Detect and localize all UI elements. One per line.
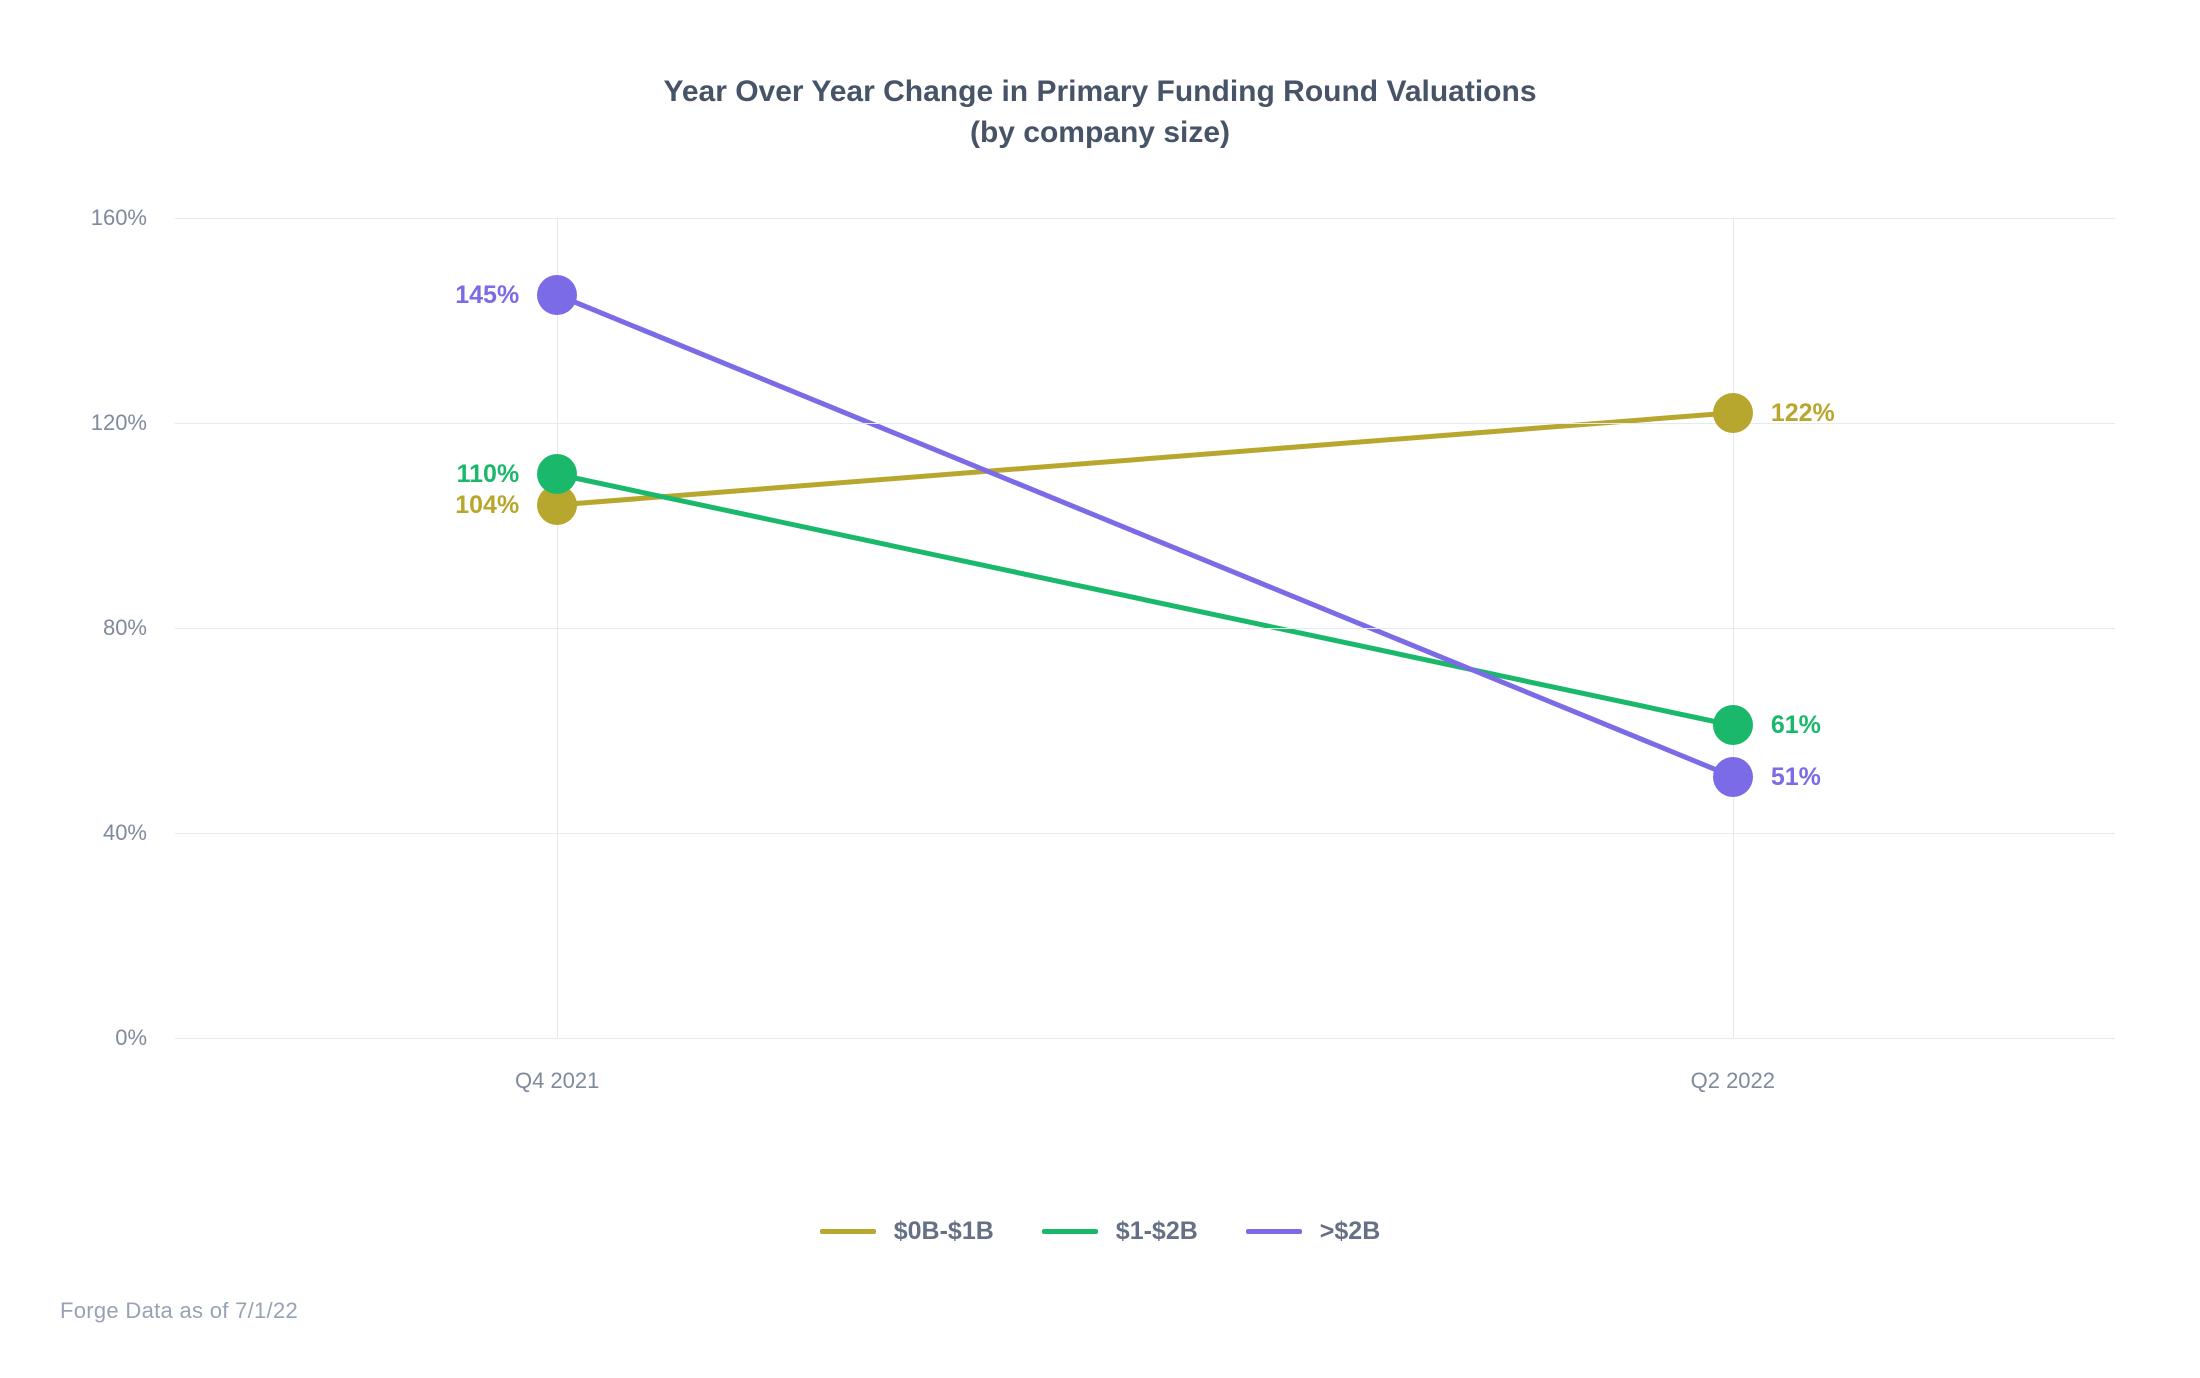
- legend-item: $1-$2B: [1042, 1217, 1198, 1246]
- x-axis-label: Q2 2022: [1691, 1068, 1775, 1094]
- title-line-1: Year Over Year Change in Primary Funding…: [0, 72, 2200, 113]
- y-axis-label: 80%: [103, 615, 147, 641]
- point-label: 110%: [457, 460, 520, 489]
- gridline-v: [1733, 218, 1734, 1038]
- point-label: 51%: [1771, 763, 1821, 792]
- data-point: [1713, 705, 1753, 745]
- y-axis-label: 40%: [103, 820, 147, 846]
- legend-label: $0B-$1B: [894, 1217, 994, 1246]
- legend-item: >$2B: [1246, 1217, 1380, 1246]
- gridline-h: [175, 218, 2115, 219]
- y-axis-label: 0%: [115, 1025, 147, 1051]
- legend-item: $0B-$1B: [820, 1217, 994, 1246]
- gridline-h: [175, 628, 2115, 629]
- data-point: [537, 275, 577, 315]
- legend-swatch: [1246, 1229, 1302, 1234]
- y-axis-label: 120%: [91, 410, 147, 436]
- gridline-v: [557, 218, 558, 1038]
- point-label: 61%: [1771, 711, 1821, 740]
- legend-swatch: [1042, 1229, 1098, 1234]
- legend-label: $1-$2B: [1116, 1217, 1198, 1246]
- legend-label: >$2B: [1320, 1217, 1380, 1246]
- legend-swatch: [820, 1229, 876, 1234]
- title-line-2: (by company size): [0, 113, 2200, 154]
- gridline-h: [175, 833, 2115, 834]
- data-point: [537, 454, 577, 494]
- data-point: [1713, 393, 1753, 433]
- x-axis-label: Q4 2021: [515, 1068, 599, 1094]
- series-line: [557, 474, 1733, 725]
- plot-area: 0%40%80%120%160%Q4 2021Q2 2022104%122%11…: [175, 218, 2115, 1038]
- gridline-h: [175, 1038, 2115, 1039]
- series-line: [557, 413, 1733, 505]
- chart-title: Year Over Year Change in Primary Funding…: [0, 72, 2200, 153]
- point-label: 145%: [455, 281, 519, 310]
- data-point: [1713, 757, 1753, 797]
- y-axis-label: 160%: [91, 205, 147, 231]
- series-line: [557, 295, 1733, 777]
- footnote: Forge Data as of 7/1/22: [60, 1298, 298, 1324]
- legend: $0B-$1B $1-$2B >$2B: [0, 1217, 2200, 1246]
- point-label: 104%: [455, 491, 519, 520]
- point-label: 122%: [1771, 399, 1835, 428]
- chart-container: Year Over Year Change in Primary Funding…: [0, 0, 2200, 1378]
